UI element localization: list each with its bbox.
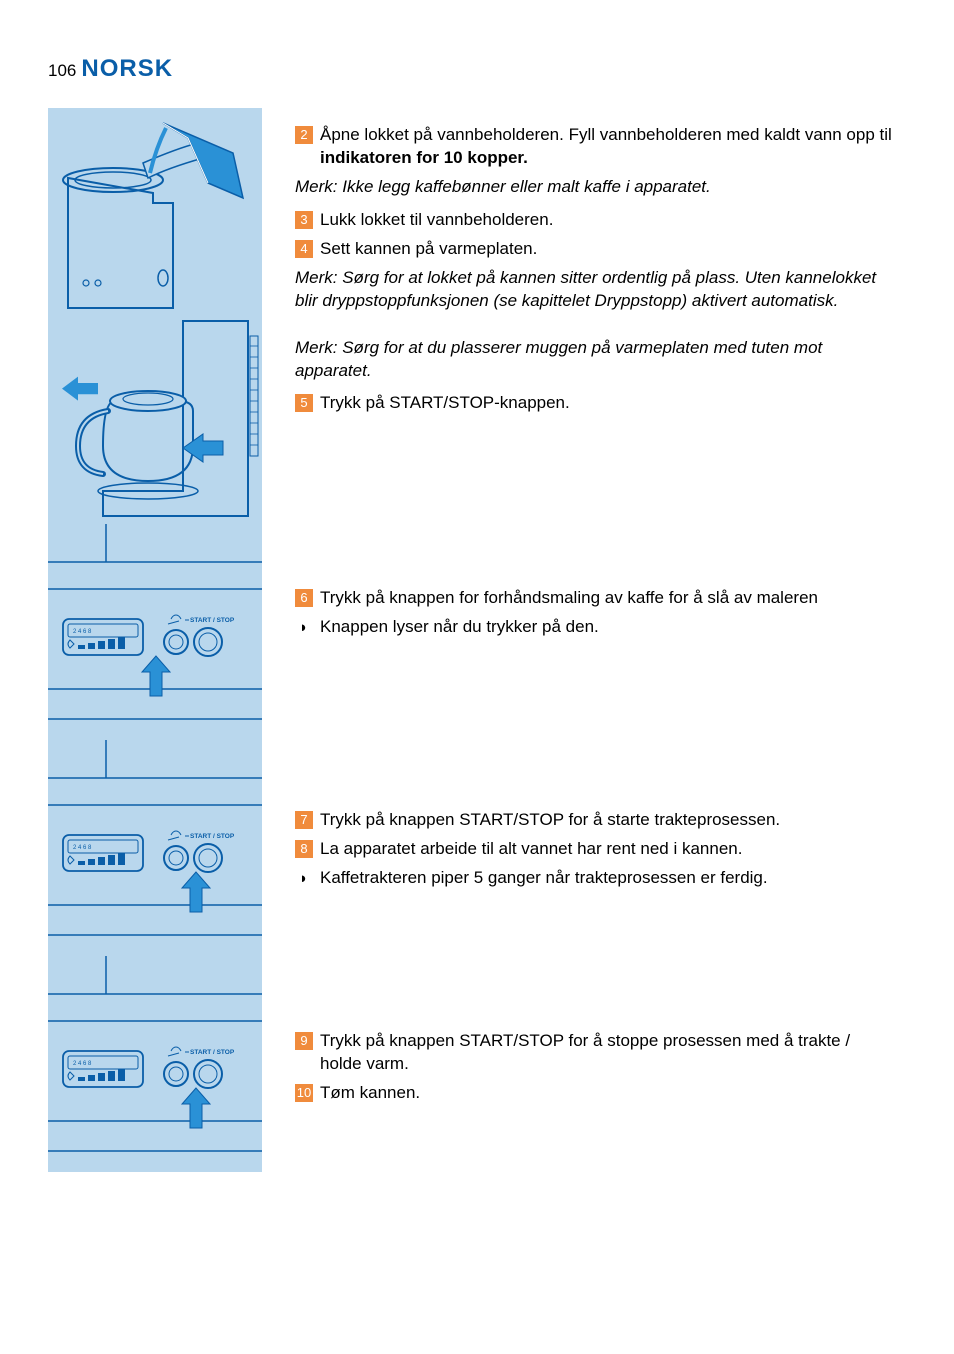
step-text: La apparatet arbeide til alt vannet har … — [320, 839, 742, 858]
bullet-item: ◗ Kaffetrakteren piper 5 ganger når trakt… — [295, 867, 780, 890]
step-text: Trykk på knappen START/STOP for å stoppe… — [320, 1031, 850, 1073]
bullet-text: Knappen lyser når du trykker på den. — [320, 617, 599, 636]
step-text: Lukk lokket til vannbeholderen. — [320, 210, 553, 229]
step-item: 3 Lukk lokket til vannbeholderen. — [295, 209, 895, 232]
figure-panel: 2 4 6 8 START / STOP — [48, 956, 262, 1172]
text-block: 9 Trykk på knappen START/STOP for å stopp… — [295, 1030, 895, 1111]
text-block: 7 Trykk på knappen START/STOP for å start… — [295, 809, 780, 896]
figure-panel: 2 4 6 8 START / STOP — [48, 524, 262, 740]
figure-panel: 2 4 6 8 START / STOP — [48, 740, 262, 956]
text-block: 6 Trykk på knappen for forhåndsmaling av … — [295, 587, 818, 645]
page-header: 106 NORSK — [48, 55, 173, 83]
figure-jug — [48, 316, 262, 524]
step-text: Trykk på knappen START/STOP for å starte… — [320, 810, 780, 829]
step-number: 2 — [295, 126, 313, 144]
bullet-icon: ◗ — [299, 618, 308, 638]
svg-text:2 4 6 8: 2 4 6 8 — [73, 1061, 92, 1067]
step-item: 10 Tøm kannen. — [295, 1082, 895, 1105]
step-text: Sett kannen på varmeplaten. — [320, 239, 537, 258]
svg-text:2 4 6 8: 2 4 6 8 — [73, 845, 92, 851]
step-item: 2 Åpne lokket på vannbeholderen. Fyll van… — [295, 124, 895, 170]
bullet-icon: ◗ — [299, 869, 308, 889]
svg-text:START / STOP: START / STOP — [190, 833, 235, 840]
step-item: 5 Trykk på START/STOP-knappen. — [295, 392, 895, 415]
svg-text:2 4 6 8: 2 4 6 8 — [73, 629, 92, 635]
note-text: Merk: Sørg for at lokket på kannen sitte… — [295, 267, 895, 313]
bullet-item: ◗ Knappen lyser når du trykker på den. — [295, 616, 818, 639]
step-number: 6 — [295, 589, 313, 607]
step-item: 6 Trykk på knappen for forhåndsmaling av … — [295, 587, 818, 610]
note-text: Merk: Sørg for at du plasserer muggen på… — [295, 337, 895, 383]
step-number: 5 — [295, 394, 313, 412]
page-number: 106 — [48, 61, 76, 80]
figures-column: 2 4 6 8START / STOP2 4 6 8START / STOP2 … — [48, 108, 262, 1172]
step-number: 4 — [295, 240, 313, 258]
text-block: 2 Åpne lokket på vannbeholderen. Fyll van… — [295, 124, 895, 421]
step-item: 9 Trykk på knappen START/STOP for å stopp… — [295, 1030, 895, 1076]
step-text: Trykk på START/STOP-knappen. — [320, 393, 570, 412]
svg-text:START / STOP: START / STOP — [190, 1049, 235, 1056]
step-number: 3 — [295, 211, 313, 229]
step-number: 7 — [295, 811, 313, 829]
step-number: 10 — [295, 1084, 313, 1102]
step-text: Åpne lokket på vannbeholderen. Fyll vann… — [320, 125, 892, 167]
step-text: Tøm kannen. — [320, 1083, 420, 1102]
note-text: Merk: Ikke legg kaffebønner eller malt k… — [295, 176, 895, 199]
step-number: 8 — [295, 840, 313, 858]
step-text: Trykk på knappen for forhåndsmaling av k… — [320, 588, 818, 607]
step-item: 8 La apparatet arbeide til alt vannet har… — [295, 838, 780, 861]
bullet-text: Kaffetrakteren piper 5 ganger når trakte… — [320, 868, 768, 887]
step-item: 4 Sett kannen på varmeplaten. — [295, 238, 895, 261]
language-title: NORSK — [81, 55, 173, 82]
step-item: 7 Trykk på knappen START/STOP for å start… — [295, 809, 780, 832]
step-number: 9 — [295, 1032, 313, 1050]
svg-text:START / STOP: START / STOP — [190, 617, 235, 624]
figure-fill — [48, 108, 262, 316]
